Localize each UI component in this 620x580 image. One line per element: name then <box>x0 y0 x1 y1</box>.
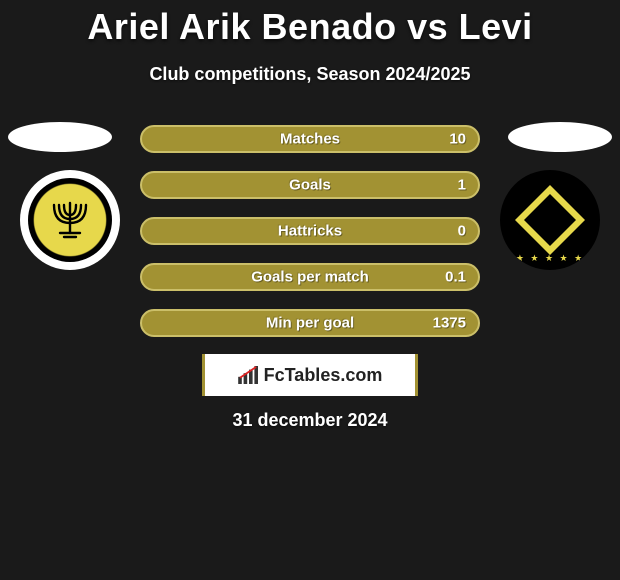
stat-label: Min per goal <box>266 315 354 332</box>
site-attribution: FcTables.com <box>202 354 418 396</box>
stat-label: Goals <box>289 177 331 194</box>
stat-row: Goals per match 0.1 <box>140 263 480 291</box>
stat-row: Goals 1 <box>140 171 480 199</box>
left-ellipse-decor <box>8 122 112 152</box>
right-ellipse-decor <box>508 122 612 152</box>
stat-row: Matches 10 <box>140 125 480 153</box>
stat-row: Hattricks 0 <box>140 217 480 245</box>
snapshot-date: 31 december 2024 <box>0 410 620 431</box>
team-a-crest <box>20 170 120 270</box>
stat-value: 1375 <box>433 315 466 332</box>
stat-label: Hattricks <box>278 223 342 240</box>
stat-value: 1 <box>458 177 466 194</box>
stat-label: Matches <box>280 131 340 148</box>
stat-value: 0.1 <box>445 269 466 286</box>
crest-b-stars-icon: ★ ★ ★ ★ ★ <box>500 253 600 264</box>
stats-panel: Matches 10 Goals 1 Hattricks 0 Goals per match… <box>140 125 480 355</box>
site-name: FcTables.com <box>264 365 383 386</box>
team-b-crest: ★ ★ ★ ★ ★ <box>500 170 600 270</box>
menorah-icon <box>47 197 93 243</box>
stat-value: 10 <box>449 131 466 148</box>
stat-row: Min per goal 1375 <box>140 309 480 337</box>
page-title: Ariel Arik Benado vs Levi <box>0 0 620 48</box>
bars-icon <box>238 366 260 384</box>
subtitle: Club competitions, Season 2024/2025 <box>0 64 620 85</box>
stat-value: 0 <box>458 223 466 240</box>
stat-label: Goals per match <box>251 269 369 286</box>
